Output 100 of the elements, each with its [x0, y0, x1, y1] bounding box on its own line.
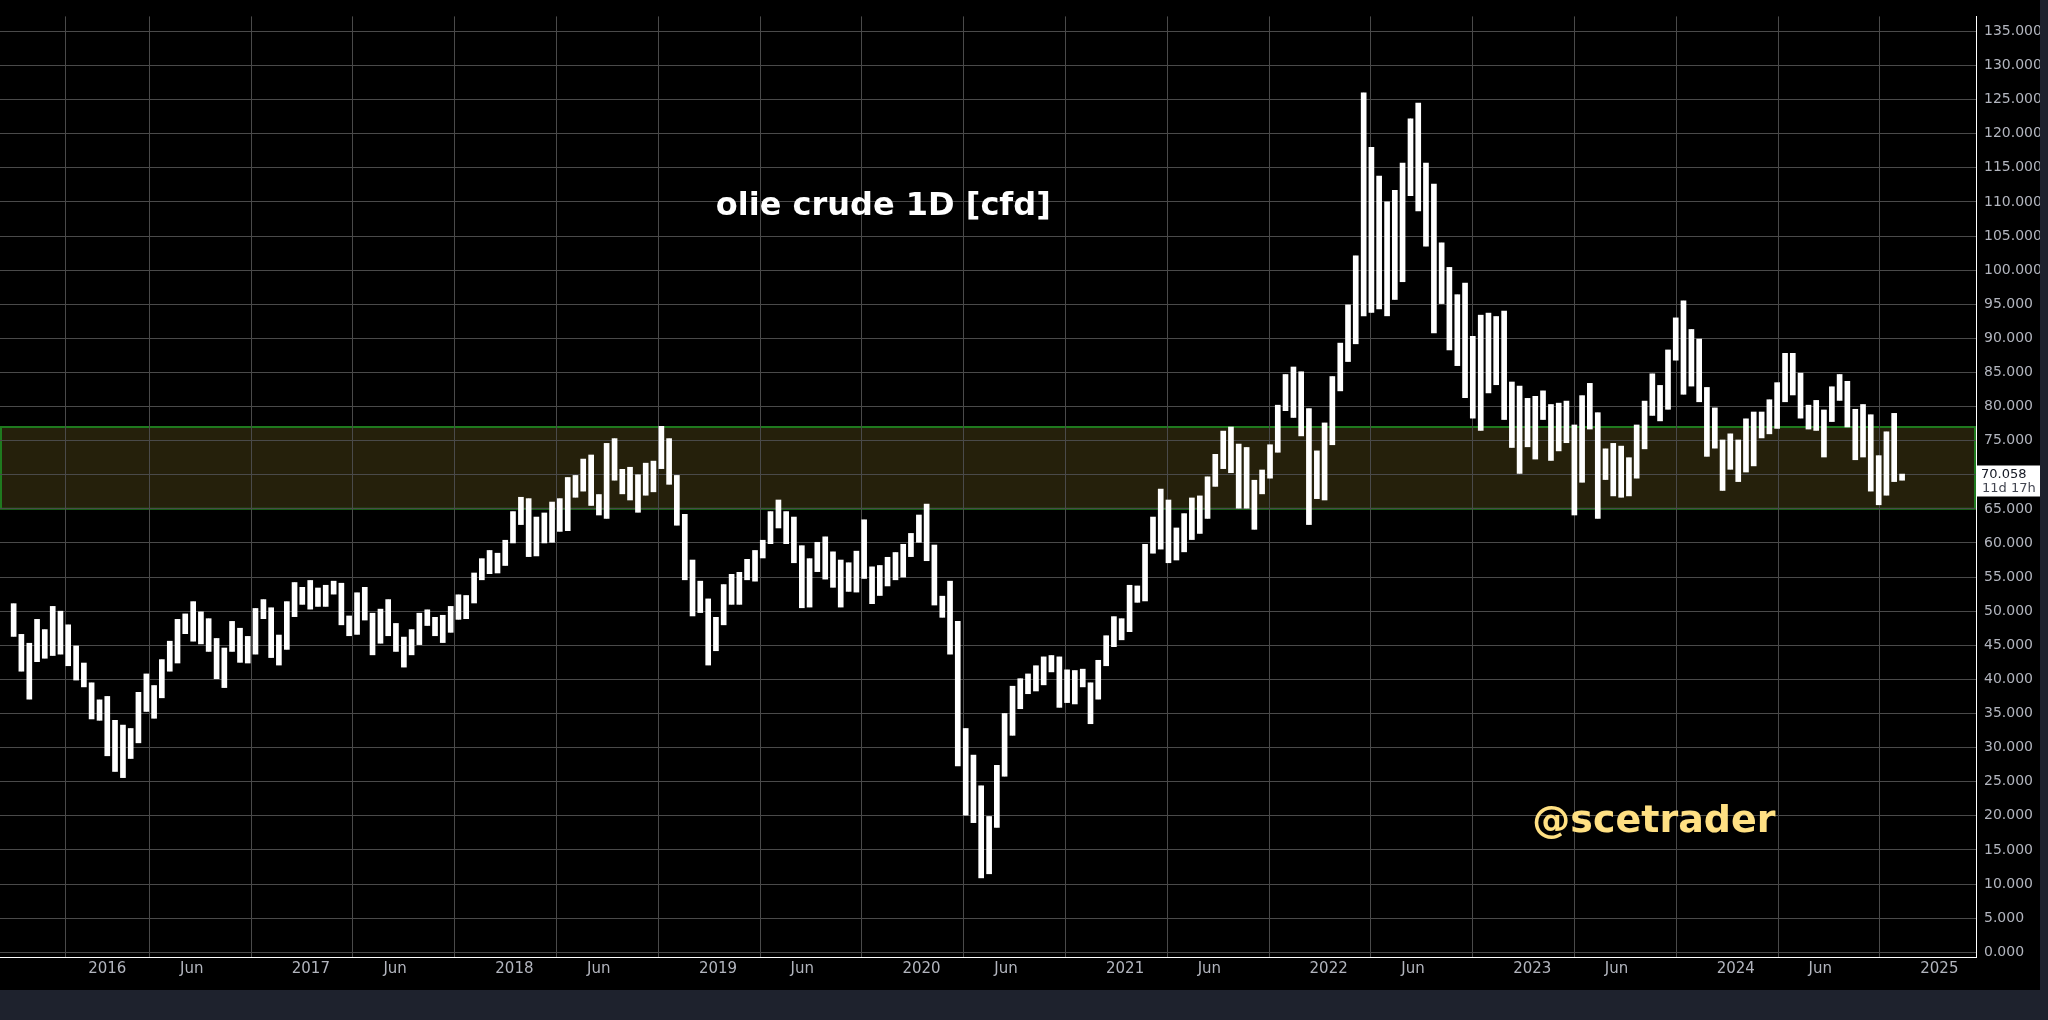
- candlestick: [1150, 516, 1156, 554]
- candlestick: [1688, 328, 1695, 387]
- candlestick: [1852, 408, 1859, 461]
- candlestick: [978, 785, 985, 879]
- candlestick: [1290, 366, 1297, 418]
- candlestick: [166, 640, 173, 672]
- y-tick-label: 95.000: [1984, 294, 2033, 311]
- x-tick-label: Jun: [993, 958, 1018, 977]
- candlestick: [689, 559, 696, 617]
- candlestick: [1563, 400, 1570, 444]
- x-tick-label: Jun: [585, 958, 611, 977]
- x-tick-label: 2019: [698, 958, 738, 977]
- candlestick: [1774, 382, 1780, 429]
- candlestick: [1134, 585, 1141, 603]
- candlestick: [1087, 682, 1094, 725]
- candlestick: [237, 627, 243, 663]
- candlestick: [1493, 316, 1500, 386]
- candlestick: [1665, 349, 1671, 410]
- candlestick: [1009, 685, 1016, 736]
- x-tick-label: Jun: [1400, 958, 1425, 977]
- candlestick: [791, 516, 797, 564]
- candlestick: [1337, 342, 1344, 392]
- candlestick: [533, 516, 540, 557]
- candlestick: [845, 562, 852, 592]
- y-tick-label: 50.000: [1984, 601, 2033, 618]
- candlestick: [1548, 404, 1554, 461]
- candlestick: [26, 642, 33, 700]
- candlestick: [447, 605, 454, 633]
- candlestick: [283, 601, 290, 650]
- candlestick: [1821, 409, 1827, 458]
- candlestick: [1321, 422, 1328, 501]
- y-tick-label: 90.000: [1984, 328, 2033, 345]
- candlestick: [1516, 385, 1523, 474]
- candlestick: [408, 629, 415, 656]
- candlestick: [1165, 499, 1172, 564]
- candlestick: [1431, 183, 1437, 334]
- y-tick-label: 20.000: [1984, 806, 2033, 823]
- y-tick-label: 85.000: [1984, 363, 2033, 380]
- candlestick: [1399, 162, 1406, 283]
- x-tick-label: Jun: [1603, 958, 1629, 977]
- candlestick: [861, 519, 867, 579]
- x-tick-label: 2024: [1716, 958, 1755, 977]
- candlestick: [1797, 372, 1804, 419]
- candlestick: [635, 474, 641, 513]
- candlestick: [1899, 473, 1905, 481]
- candlestick: [322, 584, 329, 607]
- candlestick: [752, 549, 758, 582]
- candlestick: [1766, 399, 1773, 435]
- y-tick-label: 5.000: [1984, 908, 2025, 925]
- candlestick: [190, 601, 197, 642]
- candlestick: [1555, 402, 1562, 452]
- candlestick: [1196, 495, 1203, 534]
- candlestick: [736, 571, 743, 605]
- candlestick: [1173, 527, 1180, 561]
- candlestick: [1329, 376, 1336, 446]
- y-tick-label: 130.000: [1984, 56, 2042, 73]
- y-tick-label: 65.000: [1984, 499, 2033, 516]
- candlestick: [884, 556, 891, 587]
- candlestick: [198, 611, 204, 645]
- x-tick-label: 2025: [1920, 958, 1959, 977]
- candlestick: [205, 618, 212, 652]
- y-tick-label: 135.000: [1984, 22, 2042, 39]
- candlestick: [41, 629, 48, 659]
- candlestick: [1001, 712, 1008, 777]
- candlestick: [1033, 665, 1039, 692]
- candlestick: [923, 503, 930, 562]
- y-tick-label: 120.000: [1984, 124, 2042, 141]
- candlestick: [705, 598, 712, 666]
- candlestick: [1157, 488, 1164, 550]
- candlestick: [1118, 618, 1125, 641]
- candlestick: [307, 579, 314, 610]
- candlestick: [775, 499, 782, 529]
- candlestick: [720, 584, 727, 626]
- candlestick: [876, 564, 883, 596]
- candlestick: [1235, 443, 1242, 509]
- candlestick: [1423, 162, 1429, 247]
- candlestick: [346, 615, 352, 637]
- candlestick: [806, 558, 813, 608]
- candlestick: [88, 682, 95, 720]
- candlestick: [1633, 424, 1640, 479]
- candlestick: [159, 659, 165, 699]
- y-tick-label: 25.000: [1984, 772, 2033, 789]
- candlestick: [1352, 255, 1359, 345]
- candlestick: [1883, 431, 1890, 496]
- candlestick: [1860, 404, 1866, 458]
- candlestick: [1836, 374, 1843, 401]
- candlestick: [10, 603, 17, 637]
- candlestick: [642, 462, 649, 496]
- candlestick: [299, 586, 306, 605]
- candlestick: [502, 539, 509, 566]
- candlestick: [650, 460, 657, 493]
- x-tick-label: 2017: [291, 958, 330, 977]
- candlestick: [330, 580, 337, 595]
- candlestick: [1867, 414, 1874, 492]
- x-tick-label: 2020: [902, 958, 941, 977]
- x-tick-label: Jun: [1196, 958, 1222, 977]
- candlestick: [338, 582, 345, 626]
- candlestick: [127, 728, 134, 760]
- candlestick: [799, 545, 805, 609]
- text: olie crude 1D [cfd]: [715, 184, 1051, 223]
